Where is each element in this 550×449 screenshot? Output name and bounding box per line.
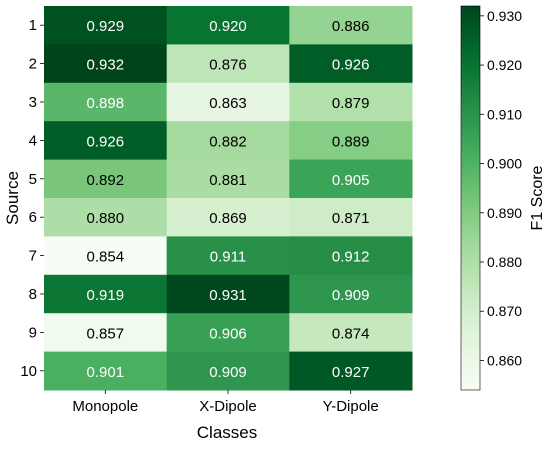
heatmap-cell-value: 0.892	[87, 172, 125, 189]
heatmap-cell-value: 0.920	[209, 18, 247, 35]
heatmap-cell	[44, 6, 168, 45]
y-tick-label: 7	[29, 248, 37, 265]
heatmap-cell	[289, 159, 413, 199]
y-tick-label: 5	[29, 171, 37, 188]
heatmap-cell	[44, 198, 168, 237]
heatmap-cell	[166, 274, 290, 314]
heatmap-cell-value: 0.882	[209, 133, 247, 150]
heatmap-cell	[44, 236, 168, 276]
heatmap-cell	[166, 44, 290, 84]
heatmap-cell-value: 0.898	[87, 95, 125, 112]
heatmap-cell	[166, 198, 290, 237]
heatmap-cell	[166, 121, 290, 161]
heatmap-cell	[44, 351, 168, 391]
y-tick-label: 6	[29, 209, 37, 226]
heatmap-cell	[289, 274, 413, 314]
heatmap-cell-value: 0.929	[87, 18, 125, 35]
x-tick-labels: Monopole X-Dipole Y-Dipole	[72, 390, 379, 415]
x-tick-label: Y-Dipole	[323, 398, 379, 415]
heatmap-cell	[166, 6, 290, 45]
y-tick-label: 1	[29, 17, 37, 34]
heatmap-cell-value: 0.926	[87, 133, 125, 150]
heatmap-cell	[44, 44, 168, 84]
heatmap-cell-value: 0.880	[87, 210, 125, 227]
x-tick-label: X-Dipole	[199, 398, 257, 415]
heatmap-cell	[166, 313, 290, 353]
heatmap-cell-value: 0.932	[87, 57, 125, 74]
heatmap-cell-value: 0.926	[332, 57, 370, 74]
y-axis-label: Source	[3, 171, 22, 225]
heatmap-cell-value: 0.857	[87, 325, 125, 342]
heatmap-cell-value: 0.931	[209, 287, 247, 304]
heatmap-cell-value: 0.863	[209, 95, 247, 112]
heatmap-cell-value: 0.881	[209, 172, 247, 189]
heatmap-cell	[289, 236, 413, 276]
heatmap-cell-value: 0.906	[209, 325, 247, 342]
heatmap-cell	[44, 82, 168, 122]
colorbar-tick-label: 0.880	[487, 254, 522, 270]
y-tick-label: 8	[29, 286, 37, 303]
heatmap-cell-value: 0.871	[332, 210, 370, 227]
heatmap-cell	[289, 44, 413, 84]
heatmap-cell-value: 0.912	[332, 249, 370, 266]
heatmap-cell-value: 0.889	[332, 133, 370, 150]
y-tick-label: 2	[29, 56, 37, 73]
heatmap-cell-value: 0.874	[332, 325, 370, 342]
heatmap-cell	[44, 121, 168, 161]
colorbar-tick-label: 0.860	[487, 352, 522, 368]
heatmap-cell-value: 0.909	[209, 364, 247, 381]
heatmap-cell-value: 0.901	[87, 364, 125, 381]
heatmap-cell-value: 0.876	[209, 57, 247, 74]
heatmap-cell	[289, 6, 413, 45]
heatmap-cell	[166, 236, 290, 276]
heatmap-cells	[44, 6, 413, 391]
colorbar-gradient	[461, 6, 480, 390]
heatmap-cell	[166, 159, 290, 199]
heatmap-cell-value: 0.869	[209, 210, 247, 227]
heatmap-cell	[44, 313, 168, 353]
heatmap-cell-labels: 0.929 0.920 0.886 0.932 0.876 0.926 0.898 0.863…	[87, 18, 370, 381]
colorbar-tick-label: 0.920	[487, 57, 522, 73]
heatmap-cell-value: 0.879	[332, 95, 370, 112]
heatmap-cell	[289, 82, 413, 122]
heatmap-cell-value: 0.909	[332, 287, 370, 304]
heatmap-cell-value: 0.854	[87, 249, 125, 266]
y-tick-label: 9	[29, 324, 37, 341]
y-tick-label: 3	[29, 94, 37, 111]
heatmap-cell-value: 0.905	[332, 172, 370, 189]
colorbar-tick-label: 0.870	[487, 303, 522, 319]
y-tick-label: 4	[29, 132, 37, 149]
colorbar-tick-label: 0.910	[487, 106, 522, 122]
heatmap-cell-value: 0.919	[87, 287, 125, 304]
heatmap-cell-value: 0.927	[332, 364, 370, 381]
heatmap-cell	[44, 274, 168, 314]
colorbar-ticks: 0.860 0.870 0.880 0.890 0.900 0.910 0.920 0.930	[480, 8, 522, 368]
y-tick-label: 10	[20, 363, 37, 380]
heatmap-cell	[166, 351, 290, 391]
x-tick-label: Monopole	[72, 398, 138, 415]
heatmap-cell	[289, 198, 413, 237]
heatmap-cell-value: 0.911	[210, 249, 246, 266]
heatmap-cell	[44, 159, 168, 199]
colorbar-label: F1 Score	[529, 165, 546, 230]
colorbar-tick-label: 0.930	[487, 8, 522, 24]
heatmap-cell	[289, 313, 413, 353]
heatmap-cell	[166, 82, 290, 122]
colorbar-tick-label: 0.890	[487, 205, 522, 221]
heatmap-cell-value: 0.886	[332, 18, 370, 35]
colorbar-border	[460, 5, 481, 391]
heatmap-cell	[289, 351, 413, 391]
y-tick-labels: 1 2 3 4 5 6 7 8 9 10	[20, 17, 44, 380]
colorbar-tick-label: 0.900	[487, 156, 522, 172]
x-axis-label: Classes	[197, 423, 257, 442]
colorbar: 0.860 0.870 0.880 0.890 0.900 0.910 0.920 0.930	[460, 5, 522, 391]
heatmap-cell	[289, 121, 413, 161]
